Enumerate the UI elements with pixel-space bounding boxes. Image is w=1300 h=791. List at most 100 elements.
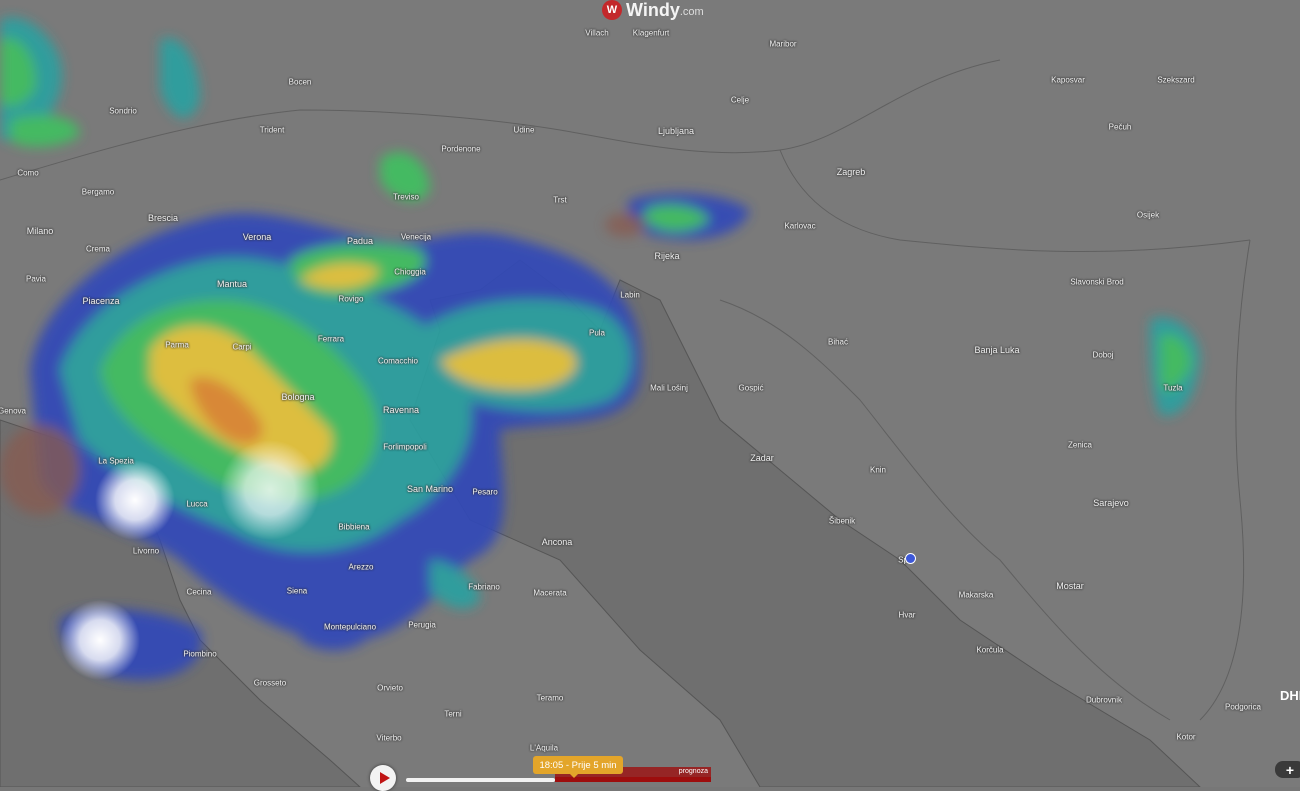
city-label: Karlovac [784,221,816,231]
city-label: Perugia [408,620,436,630]
city-label: Knin [869,465,887,475]
windy-logo[interactable]: W Windy .com [602,0,704,20]
city-label: Podgorica [1224,702,1262,712]
city-label: Montepulciano [323,622,377,632]
city-label: Pavia [25,274,47,284]
city-label: Zadar [750,453,774,463]
forecast-label: prognoza [678,768,708,775]
city-label: Kaposvar [1051,75,1085,85]
borders [0,59,1251,721]
city-label: Pula [588,328,606,338]
zoom-in-button[interactable]: + [1275,761,1300,778]
city-label: L'Aquila [529,743,559,753]
city-label: Banja Luka [974,345,1020,355]
city-label: Udine [513,125,535,135]
city-label: Ravenna [382,405,420,415]
city-label: Bihać [827,337,849,347]
city-label: Forlimpopoli [383,442,427,452]
city-label: Hvar [898,610,916,620]
city-label: Rovigo [338,294,364,304]
city-label: Šibenik [828,516,856,526]
city-label: Sarajevo [1093,498,1129,508]
city-label: Verona [242,232,272,242]
city-label: Klagenfurt [632,28,670,38]
radar-glow [220,440,320,540]
city-label: Ferrara [317,334,345,344]
city-label: Maribor [769,39,797,49]
city-label: Pesaro [472,487,498,497]
logo-domain: .com [679,6,704,18]
city-label: Gospić [738,383,764,393]
city-label: Viterbo [376,733,402,743]
city-label: Venecija [400,232,432,242]
city-label: Macerata [533,588,567,598]
city-label: Grosseto [253,678,287,688]
windy-logo-icon: W [602,0,622,20]
city-label: Sondrio [109,106,137,116]
city-label: Arezzo [348,562,374,572]
partner-logo: DHMZ [1280,688,1300,703]
city-label: Cecina [186,587,212,597]
city-label: Ancona [541,537,573,547]
city-label: Trst [553,195,567,205]
city-label: Villach [585,28,609,38]
city-label: Zenica [1067,440,1093,450]
city-label: Bergamo [81,187,115,197]
city-label: Rijeka [654,251,680,261]
city-label: Labin [620,290,640,300]
city-label: Comacchio [377,356,419,366]
city-label: Korčula [976,645,1004,655]
play-button[interactable] [370,765,396,791]
city-label: Milano [26,226,54,236]
city-label: San Marino [406,484,454,494]
radar-glow [95,460,175,540]
city-label: Ljubljana [657,126,695,136]
city-label: Mostar [1056,581,1084,591]
city-label: Parma [165,340,189,350]
timeline-past-track[interactable] [406,778,555,782]
city-label: Piacenza [82,296,120,306]
city-label: Szekszard [1157,75,1195,85]
city-label: Orvieto [377,683,403,693]
city-label: Pordenone [441,144,481,154]
city-label: Fabriano [468,582,500,592]
city-label: Livorno [132,546,160,556]
city-label: Terni [444,709,462,719]
city-label: Chioggia [394,267,426,277]
city-label: Teramo [536,693,564,703]
city-label: Pečuh [1108,122,1132,132]
timeline-time-handle[interactable]: 18:05 - Prije 5 min [533,756,623,778]
city-label: Mali Lošinj [650,383,688,393]
city-label: Siena [286,586,308,596]
city-label: Treviso [393,192,419,202]
city-label: Bibbiena [338,522,370,532]
city-label: Genova [0,406,27,416]
radar-glow [60,600,140,680]
city-label: Tuzla [1163,383,1183,393]
city-label: Celje [730,95,750,105]
city-label: Slavonski Brod [1070,277,1124,287]
city-label: Kotor [1176,732,1196,742]
city-label: Doboj [1092,350,1114,360]
city-label: Makarska [958,590,994,600]
city-label: Como [17,168,39,178]
city-label: Carpi [232,342,252,352]
city-label: Trident [259,125,285,135]
radar-layer [0,17,1200,680]
city-label: Padua [346,236,374,246]
city-label: Mantua [216,279,248,289]
city-label: Piombino [183,649,217,659]
city-label: Sp [898,555,908,565]
city-label: Osijek [1136,210,1160,220]
city-label: Lucca [186,499,208,509]
city-label: Dubrovnik [1085,695,1123,705]
city-label: Brescia [147,213,179,223]
city-label: La Spezia [98,456,134,466]
logo-text: Windy [626,0,680,20]
city-label: Bologna [281,392,315,402]
city-label: Zagreb [836,167,866,177]
city-label: Crema [85,244,111,254]
city-label: Bocen [288,77,312,87]
location-marker[interactable] [905,553,916,564]
